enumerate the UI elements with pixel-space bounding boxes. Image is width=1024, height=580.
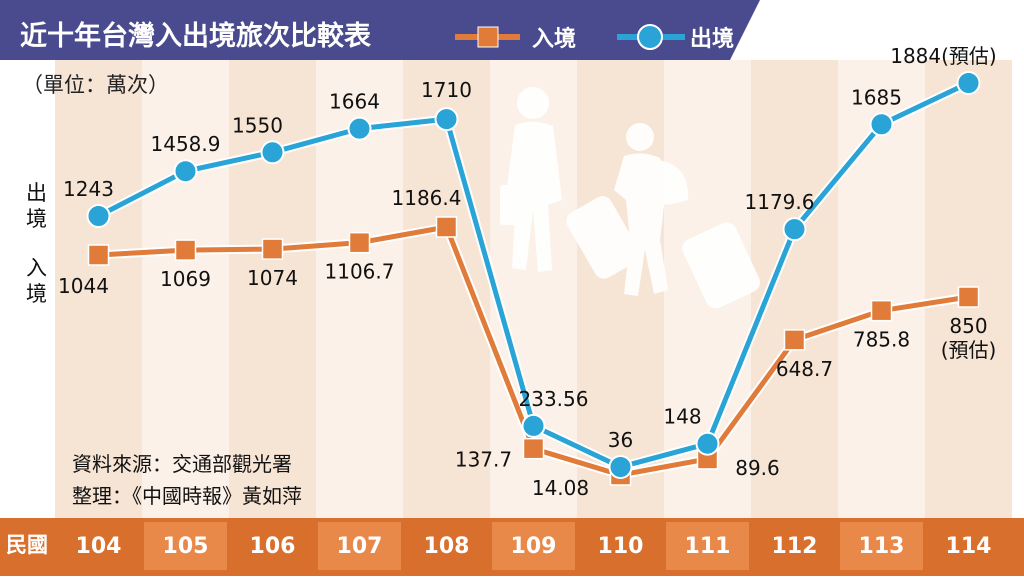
source-note: 資料來源：交通部觀光署 整理：《中國時報》黃如萍: [72, 452, 302, 508]
x-tick-label-109: 109: [511, 534, 557, 559]
data-label-outbound-110: 36: [608, 428, 633, 452]
legend-marker-square: [477, 26, 499, 48]
x-axis-cell-106: [231, 522, 314, 570]
background-column-105: [142, 60, 229, 518]
point-inbound-108: [435, 216, 458, 238]
side-label-outbound-char-1: 出: [26, 181, 47, 205]
x-tick-label-112: 112: [772, 534, 818, 559]
point-outbound-109: [521, 413, 546, 438]
data-label-outbound-111: 148: [663, 405, 701, 429]
x-axis-cell-105: [144, 522, 227, 570]
point-outbound-106: [260, 140, 285, 165]
data-label-inbound-108: 1186.4: [392, 186, 462, 210]
x-tick-label-108: 108: [424, 534, 470, 559]
x-axis-cell-111: [666, 522, 749, 570]
data-label-inbound-107: 1106.7: [325, 260, 395, 284]
x-axis-cell-114: [927, 522, 1010, 570]
data-label-inbound-114-line2: (預估): [941, 338, 997, 362]
x-tick-label-113: 113: [859, 534, 905, 559]
travelers-silhouette-icon: [500, 87, 761, 309]
x-axis-cell-107: [318, 522, 401, 570]
point-outbound-108: [434, 107, 459, 132]
point-inbound-113: [870, 299, 893, 322]
x-tick-label-105: 105: [163, 534, 209, 559]
x-tick-label-110: 110: [598, 534, 644, 559]
data-label-inbound-105: 1069: [160, 267, 211, 291]
data-label-inbound-113: 785.8: [853, 328, 910, 352]
side-label-inbound: 入 境: [26, 256, 47, 306]
x-tick-label-114: 114: [946, 534, 992, 559]
data-label-inbound-114: 850: [949, 314, 987, 338]
x-tick-label-111: 111: [685, 534, 731, 559]
point-inbound-106: [261, 238, 284, 260]
series-markers: [86, 71, 981, 486]
x-axis-cell-113: [840, 522, 923, 570]
data-label-inbound-106: 1074: [247, 266, 298, 290]
point-inbound-114: [957, 286, 980, 308]
background-column-112: [751, 60, 838, 518]
data-label-inbound-111: 89.6: [735, 456, 780, 480]
point-outbound-110: [608, 455, 633, 479]
point-outbound-111: [695, 431, 720, 456]
point-outbound-114: [956, 71, 981, 95]
side-label-inbound-char-1: 入: [26, 256, 47, 280]
data-label-outbound-114: 1884(預估): [890, 44, 997, 68]
data-labels: 1044 1069 1074 1106.7 1186.4 137.7 14.08 89.6 64…: [58, 44, 997, 500]
x-tick-labels: 104 105 106 107 108 109 110 111 112 113 114: [76, 534, 992, 559]
source-line-2: 整理：《中國時報》黃如萍: [72, 484, 302, 508]
background-column-106: [229, 60, 316, 518]
data-label-outbound-106: 1550: [232, 113, 283, 137]
x-tick-label-107: 107: [337, 534, 383, 559]
x-axis-cell-108: [405, 522, 488, 570]
point-outbound-105: [173, 159, 198, 184]
point-inbound-105: [174, 239, 197, 261]
data-label-outbound-104: 1243: [63, 177, 114, 201]
x-axis-label: 民國: [6, 533, 48, 557]
point-inbound-104: [87, 244, 110, 266]
side-label-outbound-char-2: 境: [26, 207, 47, 231]
data-label-outbound-109: 233.56: [519, 387, 589, 411]
point-outbound-104: [86, 204, 111, 228]
x-axis-cell-104: [57, 522, 140, 570]
background-column-113: [838, 60, 925, 518]
data-label-outbound-113: 1685: [851, 85, 902, 109]
legend-marker-circle: [637, 24, 663, 50]
x-axis-bar: [0, 518, 1024, 576]
legend-label-outbound: 出境: [690, 26, 734, 52]
data-label-outbound-108: 1710: [421, 78, 472, 102]
point-inbound-107: [348, 231, 371, 254]
unit-note: （單位：萬次）: [22, 73, 169, 97]
point-outbound-107: [347, 116, 372, 141]
title-bar: [0, 0, 760, 60]
title-banner: 近十年台灣入出境旅次比較表: [0, 0, 760, 60]
point-inbound-109: [522, 437, 545, 460]
data-label-inbound-112: 648.7: [776, 357, 833, 381]
data-label-outbound-112: 1179.6: [745, 190, 815, 214]
data-label-inbound-104: 1044: [58, 274, 109, 298]
background-column-104: [55, 60, 142, 518]
legend-label-inbound: 入境: [532, 26, 576, 52]
source-line-1: 資料來源：交通部觀光署: [72, 452, 292, 476]
legend-item-outbound: 出境: [617, 24, 734, 52]
chart-title: 近十年台灣入出境旅次比較表: [20, 20, 371, 52]
x-axis-cell-112: [753, 522, 836, 570]
data-label-outbound-107: 1664: [329, 90, 380, 114]
point-inbound-112: [783, 329, 806, 351]
point-outbound-113: [869, 112, 894, 137]
point-outbound-112: [782, 217, 807, 242]
data-label-inbound-110: 14.08: [532, 476, 589, 500]
legend: 入境 出境: [455, 24, 734, 52]
x-axis-cell-110: [579, 522, 662, 570]
side-label-inbound-char-2: 境: [26, 282, 47, 306]
x-tick-label-104: 104: [76, 534, 122, 559]
legend-item-inbound: 入境: [455, 26, 576, 52]
x-tick-label-106: 106: [250, 534, 296, 559]
side-label-outbound: 出 境: [26, 181, 47, 231]
data-label-inbound-109: 137.7: [455, 448, 512, 472]
data-label-outbound-105: 1458.9: [151, 132, 221, 156]
x-axis-cell-109: [492, 522, 575, 570]
